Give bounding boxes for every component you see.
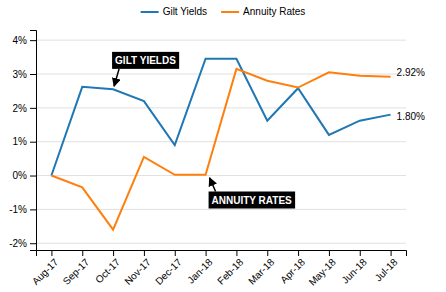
- x-tick: May-18: [307, 250, 339, 288]
- y-tick: -2%: [9, 238, 36, 249]
- grid-line: [36, 40, 406, 41]
- annotation-arrow: [114, 69, 119, 86]
- annotation-text: ANNUITY RATES: [212, 195, 293, 206]
- grid-line: [36, 243, 406, 244]
- chart: -2% -1% 0% 1% 2% 3% 4% Aug-17Sep-17Oct-17Nov-17…: [0, 0, 446, 292]
- x-axis: Aug-17Sep-17Oct-17Nov-17Dec-17Jan-18Feb-…: [30, 250, 407, 288]
- x-tick: Jan-18: [185, 250, 215, 286]
- annotation-arrow: [210, 178, 216, 192]
- x-axis-line: [37, 251, 407, 257]
- x-tick: Nov-17: [122, 250, 153, 287]
- x-tick-mark: [329, 250, 330, 256]
- y-axis: -2% -1% 0% 1% 2% 3% 4%: [9, 31, 36, 251]
- x-tick: Oct-17: [93, 250, 122, 285]
- x-tick-label: Feb-18: [215, 256, 245, 286]
- x-tick-label: Apr-18: [278, 256, 307, 285]
- x-tick: Dec-17: [153, 250, 184, 287]
- y-tick: 1%: [13, 136, 36, 147]
- x-tick-mark: [360, 250, 361, 256]
- value-label: 2.92%: [397, 67, 425, 78]
- x-tick-mark: [206, 250, 207, 256]
- y-tick: 4%: [13, 35, 36, 46]
- grid-line: [36, 107, 406, 108]
- x-tick-mark: [51, 250, 52, 256]
- y-tick-label: 2%: [13, 103, 28, 114]
- annotation-text: GILT YIELDS: [115, 55, 176, 66]
- grid-line: [36, 175, 406, 176]
- x-tick-label: Aug-17: [30, 256, 61, 287]
- x-tick-label: Nov-17: [122, 256, 153, 287]
- plot: -2% -1% 0% 1% 2% 3% 4% Aug-17Sep-17Oct-17Nov-17…: [9, 31, 425, 288]
- x-tick-mark: [298, 250, 299, 256]
- x-tick: Mar-18: [246, 250, 276, 287]
- annotation-box: [209, 192, 296, 209]
- y-tick: 2%: [13, 103, 36, 114]
- y-tick-mark: [30, 108, 36, 109]
- legend-swatch: [221, 11, 239, 13]
- annotations: GILT YIELDS ANNUITY RATES: [112, 52, 295, 209]
- x-tick-label: May-18: [307, 256, 339, 288]
- grid-line: [36, 209, 406, 210]
- grid-line: [36, 141, 406, 142]
- x-tick-label: Jun-18: [339, 256, 369, 286]
- y-tick-mark: [30, 142, 36, 143]
- lines: [51, 59, 390, 230]
- x-tick-mark: [113, 250, 114, 256]
- y-tick-label: -1%: [9, 204, 27, 215]
- y-tick-label: -2%: [9, 238, 27, 249]
- x-tick-label: Jul-18: [373, 256, 400, 283]
- annotation: GILT YIELDS: [112, 52, 179, 86]
- x-tick: Aug-17: [30, 250, 61, 287]
- x-tick: Apr-18: [278, 250, 307, 285]
- legend-swatch: [141, 11, 159, 13]
- x-tick-label: Sep-17: [61, 256, 92, 287]
- x-tick: Jun-18: [339, 250, 369, 286]
- x-tick-label: Jan-18: [185, 256, 215, 286]
- y-tick-mark: [30, 40, 36, 41]
- y-tick: 3%: [13, 69, 36, 80]
- y-tick-mark: [30, 243, 36, 244]
- line: [51, 69, 390, 230]
- y-tick-label: 4%: [13, 35, 28, 46]
- x-tick: Feb-18: [215, 250, 245, 287]
- value-labels: 1.80% 2.92%: [397, 67, 425, 122]
- y-tick: -1%: [9, 204, 36, 215]
- annotation-box: [112, 52, 179, 69]
- x-tick-mark: [236, 250, 237, 256]
- value-label: 1.80%: [397, 111, 425, 122]
- x-tick-label: Mar-18: [246, 256, 276, 286]
- grid: [36, 40, 406, 243]
- y-tick-mark: [30, 74, 36, 75]
- line: [51, 59, 390, 176]
- x-tick-mark: [391, 250, 392, 256]
- y-tick-label: 1%: [13, 136, 28, 147]
- x-tick-mark: [175, 250, 176, 256]
- x-tick: Sep-17: [61, 250, 92, 287]
- y-tick-mark: [30, 176, 36, 177]
- legend-label: Annuity Rates: [243, 6, 305, 17]
- x-tick-mark: [82, 250, 83, 256]
- y-tick-label: 0%: [13, 170, 28, 181]
- legend-label: Gilt Yields: [163, 6, 207, 17]
- annotation: ANNUITY RATES: [209, 178, 296, 209]
- y-tick-mark: [30, 209, 36, 210]
- y-axis-line: [30, 31, 37, 251]
- y-tick: 0%: [13, 170, 36, 181]
- x-tick-label: Oct-17: [93, 256, 122, 285]
- legend: Gilt Yields Annuity Rates: [141, 6, 306, 17]
- x-tick: Jul-18: [373, 250, 400, 283]
- legend-item: Annuity Rates: [221, 6, 305, 17]
- legend-item: Gilt Yields: [141, 6, 207, 17]
- x-tick-mark: [144, 250, 145, 256]
- x-tick-mark: [267, 250, 268, 256]
- y-tick-label: 3%: [13, 69, 28, 80]
- x-tick-label: Dec-17: [153, 256, 184, 287]
